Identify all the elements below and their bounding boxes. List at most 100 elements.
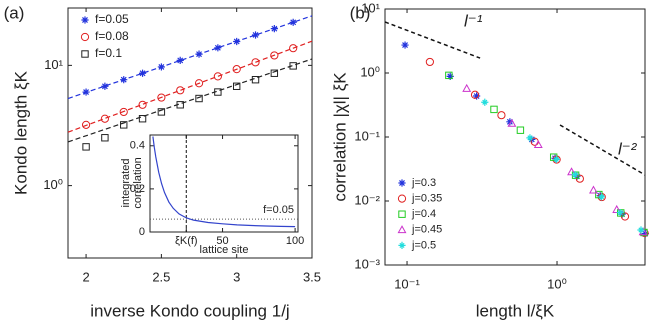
marker [251, 75, 260, 84]
x-tick-label: 10⁻¹ [394, 276, 420, 291]
y-tick-label: 10¹ [361, 0, 380, 15]
x-tick-label: 10⁰ [547, 276, 567, 291]
marker [398, 179, 406, 187]
marker [497, 111, 506, 120]
marker [401, 41, 409, 49]
y-tick-label: 0 [139, 226, 145, 238]
legend-label: f=0.05 [95, 12, 129, 26]
marker [138, 100, 147, 109]
y-tick-label: 10⁰ [360, 64, 380, 79]
panel-label: (b) [350, 3, 371, 22]
marker [446, 72, 454, 80]
marker [232, 82, 241, 90]
marker [81, 120, 91, 129]
legend-label: j=0.45 [411, 224, 442, 236]
curve [152, 136, 296, 228]
y-tick-label: 10¹ [44, 57, 63, 72]
y-tick-label: 10⁻¹ [354, 128, 380, 143]
legend-label: j=0.3 [411, 177, 436, 189]
x-tick-label: 3 [233, 269, 240, 284]
marker [176, 56, 184, 64]
marker [490, 105, 498, 114]
marker [214, 88, 222, 96]
marker [157, 108, 166, 116]
marker [157, 93, 166, 102]
x-tick-label: ξK(f) [175, 235, 198, 247]
fit-line [67, 40, 313, 133]
x-tick-label: 2 [82, 269, 89, 284]
marker [506, 118, 514, 126]
marker [157, 63, 165, 71]
marker [616, 208, 624, 217]
marker [213, 72, 222, 81]
marker [481, 98, 489, 106]
marker [516, 126, 525, 134]
marker [270, 25, 278, 33]
marker [176, 86, 185, 95]
marker [80, 32, 90, 42]
marker [232, 65, 241, 74]
y-tick-label: 10⁻² [354, 192, 380, 207]
marker [552, 155, 560, 163]
x-axis-label: inverse Kondo coupling 1/j [90, 301, 289, 320]
y-tick-label: 10⁻³ [354, 256, 380, 271]
marker [470, 90, 480, 99]
y-tick-label: 0.4 [130, 140, 145, 152]
legend-label: f=0.1 [95, 46, 122, 60]
marker [462, 83, 472, 92]
marker [397, 225, 407, 234]
marker [119, 107, 128, 117]
y-tick-label: 10⁰ [43, 177, 63, 192]
x-axis-label: lattice site [200, 244, 249, 256]
marker [214, 44, 222, 52]
panel-label: (a) [4, 3, 25, 22]
reference-line [559, 124, 646, 176]
marker [425, 57, 434, 67]
marker [120, 121, 128, 129]
marker [82, 143, 90, 151]
y-tick-label: 0.2 [130, 183, 145, 195]
marker [138, 115, 147, 123]
marker [289, 62, 297, 70]
y-axis-label: Kondo length ξK [11, 70, 30, 195]
marker [101, 134, 109, 142]
marker [507, 118, 517, 127]
marker [589, 185, 598, 194]
reference-label: l⁻¹ [464, 11, 483, 30]
annotation: f=0.05 [263, 204, 294, 216]
legend-label: j=0.35 [411, 193, 442, 205]
marker [571, 171, 579, 179]
marker [526, 134, 534, 142]
marker [289, 44, 298, 53]
inset-frame [149, 134, 299, 233]
marker [81, 16, 89, 24]
marker [251, 31, 260, 39]
marker [233, 37, 241, 46]
x-tick-label: 100 [286, 235, 304, 247]
x-tick-label: 50 [216, 235, 228, 247]
legend-label: j=0.5 [411, 239, 436, 251]
marker [195, 50, 203, 58]
fit-line [67, 15, 313, 100]
x-axis-label: length l/ξK [476, 301, 555, 320]
marker [398, 241, 406, 249]
marker [473, 92, 481, 100]
reference-label: l⁻² [618, 139, 638, 158]
marker [81, 50, 89, 58]
marker [641, 230, 649, 238]
marker [195, 94, 203, 103]
marker [289, 18, 297, 26]
marker [270, 69, 279, 77]
fit-line [67, 58, 313, 143]
marker [533, 139, 543, 148]
marker [398, 210, 406, 218]
marker [100, 114, 110, 123]
marker [597, 193, 606, 201]
marker [101, 82, 109, 90]
reference-line [384, 21, 481, 59]
marker [397, 194, 407, 203]
legend-label: f=0.08 [95, 29, 129, 43]
marker [445, 71, 453, 80]
